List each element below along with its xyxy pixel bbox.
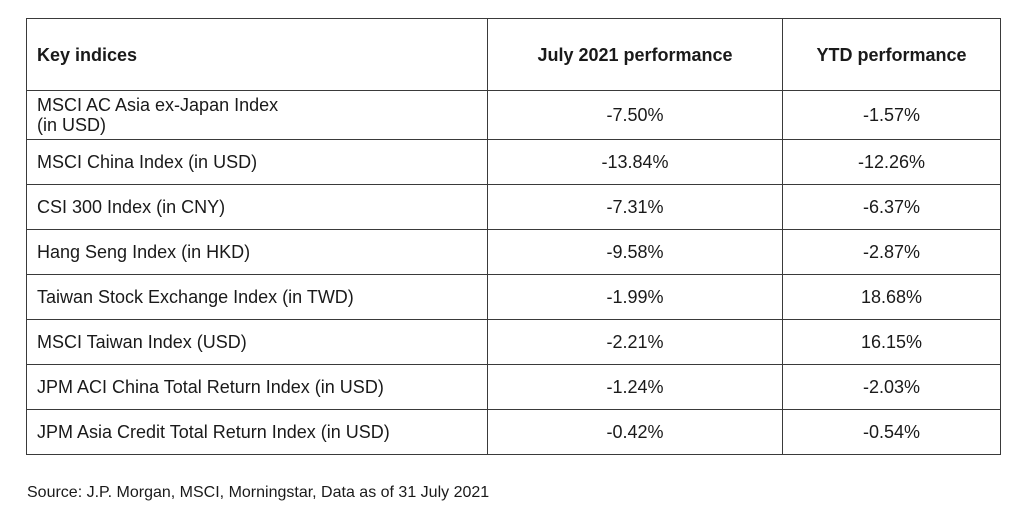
index-name-cell: JPM ACI China Total Return Index (in USD…	[26, 364, 488, 410]
july-performance-cell: -9.58%	[487, 229, 783, 275]
table-row: JPM Asia Credit Total Return Index (in U…	[26, 409, 1001, 455]
performance-table: Key indices July 2021 performance YTD pe…	[26, 18, 1001, 455]
header-row: Key indices July 2021 performance YTD pe…	[26, 18, 1001, 91]
ytd-performance-cell: 18.68%	[782, 274, 1001, 320]
index-name-cell: MSCI China Index (in USD)	[26, 139, 488, 185]
index-name-cell: Hang Seng Index (in HKD)	[26, 229, 488, 275]
table-row: CSI 300 Index (in CNY) -7.31% -6.37%	[26, 184, 1001, 230]
ytd-performance-cell: 16.15%	[782, 319, 1001, 365]
index-name-cell: Taiwan Stock Exchange Index (in TWD)	[26, 274, 488, 320]
table-row: Taiwan Stock Exchange Index (in TWD) -1.…	[26, 274, 1001, 320]
july-performance-cell: -1.99%	[487, 274, 783, 320]
july-performance-cell: -7.50%	[487, 90, 783, 140]
source-note: Source: J.P. Morgan, MSCI, Morningstar, …	[27, 484, 490, 501]
index-name-cell: CSI 300 Index (in CNY)	[26, 184, 488, 230]
index-name-cell: JPM Asia Credit Total Return Index (in U…	[26, 409, 488, 455]
table-row: JPM ACI China Total Return Index (in USD…	[26, 364, 1001, 410]
table-row: Hang Seng Index (in HKD) -9.58% -2.87%	[26, 229, 1001, 275]
ytd-performance-cell: -6.37%	[782, 184, 1001, 230]
table-row: MSCI Taiwan Index (USD) -2.21% 16.15%	[26, 319, 1001, 365]
july-performance-cell: -2.21%	[487, 319, 783, 365]
table-row: MSCI China Index (in USD) -13.84% -12.26…	[26, 139, 1001, 185]
ytd-performance-cell: -0.54%	[782, 409, 1001, 455]
index-name-cell: MSCI AC Asia ex-Japan Index (in USD)	[26, 90, 488, 140]
index-name-cell: MSCI Taiwan Index (USD)	[26, 319, 488, 365]
table-body: MSCI AC Asia ex-Japan Index (in USD) -7.…	[26, 90, 1001, 455]
july-performance-cell: -7.31%	[487, 184, 783, 230]
ytd-performance-cell: -2.03%	[782, 364, 1001, 410]
ytd-performance-cell: -2.87%	[782, 229, 1001, 275]
ytd-performance-cell: -1.57%	[782, 90, 1001, 140]
table-row: MSCI AC Asia ex-Japan Index (in USD) -7.…	[26, 90, 1001, 140]
table-header: Key indices July 2021 performance YTD pe…	[26, 18, 1001, 91]
header-key-indices: Key indices	[26, 18, 488, 91]
header-july-2021-performance: July 2021 performance	[487, 18, 783, 91]
july-performance-cell: -1.24%	[487, 364, 783, 410]
ytd-performance-cell: -12.26%	[782, 139, 1001, 185]
header-ytd-performance: YTD performance	[782, 18, 1001, 91]
july-performance-cell: -13.84%	[487, 139, 783, 185]
july-performance-cell: -0.42%	[487, 409, 783, 455]
